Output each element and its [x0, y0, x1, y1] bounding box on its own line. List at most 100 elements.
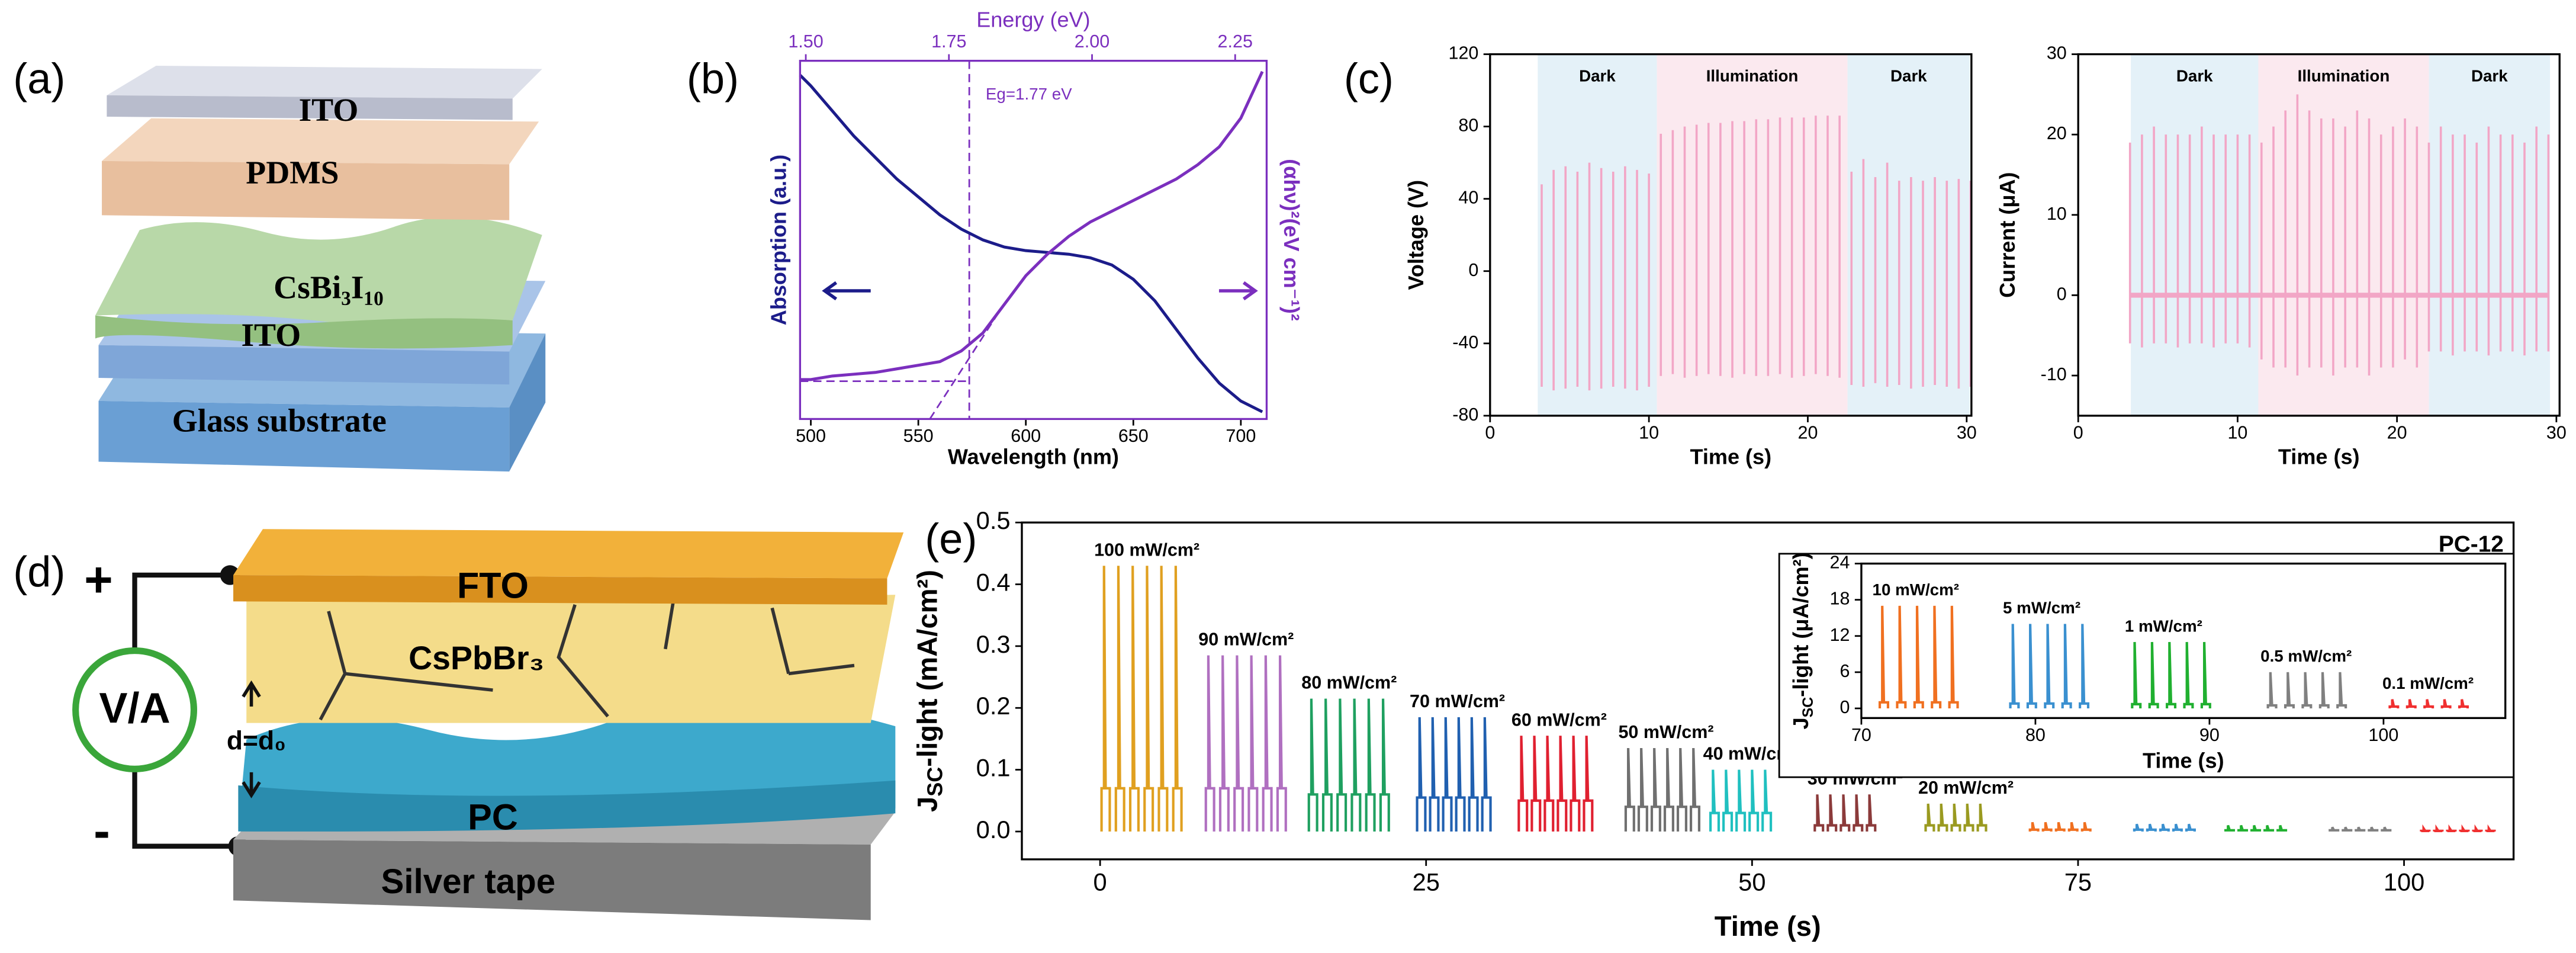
gap-arrow — [242, 680, 261, 798]
x-tick-label: 90 — [2199, 725, 2220, 745]
x-tick-label: 500 — [796, 426, 826, 446]
panel-label: (b) — [687, 56, 739, 103]
y-tick-label: 20 — [2047, 123, 2067, 143]
y-tick-label: 0 — [2057, 284, 2067, 304]
panel-label: (c) — [1344, 56, 1394, 103]
pdms-front — [102, 161, 510, 220]
pulse — [2183, 641, 2194, 709]
y2-axis-label: (αhν)²(eV cm⁻¹)² — [1279, 159, 1304, 320]
pulse — [1913, 605, 1924, 709]
pulse — [2329, 826, 2340, 832]
pulse — [1583, 736, 1594, 832]
region-label: Dark — [1890, 67, 1927, 85]
y-axis-label-part: -light (mA/cm²) — [912, 570, 943, 767]
x2-axis-label: Energy (eV) — [976, 8, 1090, 32]
pulse — [1100, 566, 1111, 832]
perovskite — [246, 595, 896, 723]
y-axis-label: Current (μA) — [1995, 172, 2019, 298]
wire — [132, 769, 239, 849]
x-tick-label: 30 — [2546, 422, 2567, 442]
pulse — [2146, 823, 2157, 832]
pulse — [1172, 566, 1183, 832]
region — [1847, 54, 1970, 416]
x-tick-label: 100 — [2384, 868, 2424, 896]
pulse — [1896, 605, 1907, 709]
y-tick-label: 0.3 — [976, 630, 1011, 658]
pulse — [1826, 794, 1838, 832]
pulse — [1937, 803, 1948, 832]
pulse — [1481, 717, 1492, 832]
y-tick-label: 80 — [1458, 115, 1478, 136]
y-tick-label: 40 — [1458, 188, 1478, 208]
layer-label: CsBi₃I₁₀ — [274, 270, 384, 306]
region-label: Dark — [1579, 67, 1616, 85]
pulse — [2342, 826, 2353, 832]
pulse — [1143, 566, 1154, 832]
pulse — [1262, 655, 1273, 832]
pulse — [2200, 641, 2211, 709]
x2-tick-label: 2.25 — [1218, 31, 1253, 52]
x-axis-label: Wavelength (nm) — [948, 445, 1119, 469]
y-tick-label: 12 — [1830, 625, 1850, 645]
x-tick-label: 100 — [2368, 725, 2398, 745]
annotation: PC-12 — [2439, 531, 2504, 557]
line-series — [800, 70, 1264, 381]
pulse — [2148, 641, 2159, 709]
pulse — [2067, 822, 2079, 832]
arrow — [822, 281, 871, 301]
layer-label: Glass substrate — [172, 403, 387, 439]
x2-tick-label: 2.00 — [1075, 31, 1109, 52]
y-tick-label: 0.2 — [976, 692, 1011, 720]
pulse — [2446, 824, 2457, 832]
pulse — [2381, 826, 2392, 832]
pulse — [1247, 655, 1259, 832]
pulse — [2237, 824, 2249, 832]
x-tick-label: 10 — [1639, 422, 1659, 442]
pulse — [1735, 769, 1747, 832]
layer-label: Silver tape — [381, 862, 555, 901]
series-label: 5 mW/cm² — [2003, 599, 2080, 617]
y-axis-label-part: -light (μA/cm²) — [1789, 552, 1813, 697]
y-tick-label: -80 — [1452, 405, 1478, 425]
pulse — [1748, 769, 1760, 832]
x-axis-label: Time (s) — [2278, 445, 2360, 469]
panel-label: (d) — [13, 548, 65, 596]
region-label: Illumination — [2298, 67, 2390, 85]
pulse — [1570, 736, 1581, 832]
pulse — [2185, 823, 2196, 832]
pulse — [1321, 698, 1333, 832]
x-tick-label: 0 — [1485, 422, 1495, 442]
pulse — [1924, 803, 1935, 832]
panel-label: (e) — [925, 516, 977, 563]
x-tick-label: 600 — [1011, 426, 1041, 446]
pulse — [1379, 698, 1390, 832]
pulse — [2423, 699, 2435, 709]
y-axis-label-part: J — [912, 797, 943, 812]
y-tick-label: 0.4 — [976, 569, 1011, 596]
pulse — [2388, 699, 2400, 709]
pulse — [1839, 794, 1851, 832]
x-tick-label: 0 — [1094, 868, 1107, 896]
x-tick-label: 70 — [1851, 725, 1871, 745]
y-axis-label-part: SC — [1800, 697, 1816, 718]
pulse — [2485, 824, 2496, 832]
pulse — [2355, 826, 2366, 832]
series-label: 10 mW/cm² — [1873, 580, 1959, 599]
pulse — [1429, 717, 1440, 832]
region — [1538, 54, 1657, 416]
pulse — [1307, 698, 1318, 832]
region — [2258, 54, 2429, 416]
y-tick-label: 120 — [1448, 43, 1478, 63]
y-tick-label: 30 — [2047, 43, 2067, 63]
y-tick-label: 18 — [1830, 589, 1850, 609]
y-tick-label: 6 — [1840, 661, 1850, 681]
pulse — [1468, 717, 1479, 832]
diagram-d: + - V/A d=d₀ FTO CsPbBr₃ PC Silver tape — [72, 529, 904, 920]
chart: 500 550 600 650 700 Wavelength (nm) Absorption… — [767, 8, 1304, 469]
pulse — [2284, 672, 2295, 709]
pulse — [2133, 823, 2144, 832]
pulse — [2276, 824, 2288, 832]
pulse — [1416, 717, 1427, 832]
layer-label: CsPbBr₃ — [409, 640, 544, 676]
